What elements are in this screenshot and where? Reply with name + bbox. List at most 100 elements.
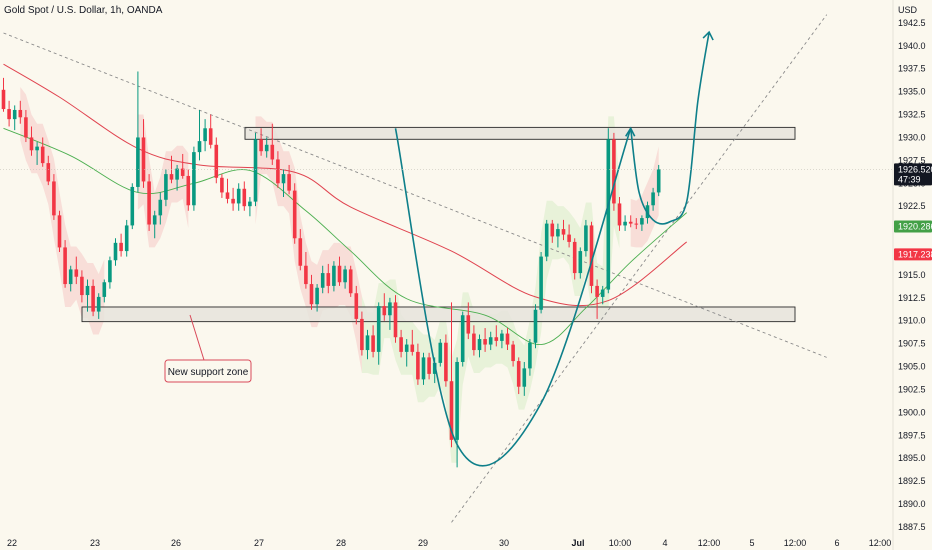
candle xyxy=(242,181,247,211)
candle-body xyxy=(147,181,151,225)
candle xyxy=(550,219,555,243)
candle-body xyxy=(438,342,443,363)
candle xyxy=(371,325,375,358)
candle-body xyxy=(264,144,269,152)
candle-body xyxy=(617,203,622,226)
candle xyxy=(516,357,521,395)
candle xyxy=(483,328,487,352)
candle xyxy=(57,210,62,253)
candle-body xyxy=(315,287,319,305)
time-tick-6: 30 xyxy=(499,538,509,548)
candle xyxy=(421,352,426,385)
price-tick-18: 1932.5 xyxy=(898,110,926,120)
candle-body xyxy=(567,234,571,242)
price-tick-11: 1915.0 xyxy=(898,270,926,280)
annotation-callout-box[interactable] xyxy=(164,359,252,383)
time-tick-8: 10:00 xyxy=(609,538,632,548)
candle xyxy=(136,71,140,193)
candle-body xyxy=(348,269,353,294)
price-tick-14: 1922.5 xyxy=(898,201,926,211)
candle xyxy=(208,114,213,149)
candle xyxy=(287,164,291,195)
candle-body xyxy=(623,221,627,226)
candle xyxy=(449,302,454,448)
candle-body xyxy=(225,192,230,199)
candle-body xyxy=(399,337,403,352)
candle-body xyxy=(124,225,129,252)
candle xyxy=(326,263,331,294)
candle xyxy=(488,331,493,351)
candle-body xyxy=(444,342,448,382)
candle xyxy=(556,223,560,248)
candle-body xyxy=(29,137,34,151)
candle-body xyxy=(466,315,471,334)
candle xyxy=(640,215,644,231)
price-tick-2: 1892.5 xyxy=(898,476,926,486)
candle-body xyxy=(332,265,336,286)
candle-body xyxy=(656,169,661,193)
candle xyxy=(584,219,588,257)
price-cloud-6 xyxy=(630,146,659,248)
candle-body xyxy=(494,337,499,341)
candle xyxy=(130,183,135,230)
price-tick-6: 1902.5 xyxy=(898,384,926,394)
candle-body xyxy=(500,333,504,341)
candle xyxy=(606,128,611,294)
handle-curve xyxy=(629,31,710,225)
candle xyxy=(203,119,207,152)
candle xyxy=(259,128,263,156)
candle xyxy=(410,329,415,356)
candle xyxy=(466,302,471,340)
candle-body xyxy=(477,339,482,351)
candle xyxy=(80,270,84,303)
candle xyxy=(354,285,359,325)
candle xyxy=(572,238,577,280)
price-label-0: 1926.520 xyxy=(898,164,932,174)
candle-body xyxy=(242,188,247,207)
candle-body xyxy=(343,269,347,283)
price-tick-8: 1907.5 xyxy=(898,339,926,349)
candle xyxy=(108,256,112,289)
candle-body xyxy=(281,174,286,184)
cup-curve xyxy=(394,128,632,467)
candle xyxy=(376,302,381,365)
time-tick-1: 23 xyxy=(90,538,100,548)
candle xyxy=(96,293,101,319)
candle xyxy=(388,297,392,330)
candle-body xyxy=(130,186,135,226)
candle-body xyxy=(91,285,95,312)
candle xyxy=(578,247,583,279)
price-label-bg-0 xyxy=(894,163,932,186)
candle-body xyxy=(595,285,599,297)
candle-body xyxy=(259,139,263,152)
candle-body xyxy=(455,361,459,440)
candle xyxy=(617,197,622,231)
candle-body xyxy=(141,137,146,182)
candle xyxy=(248,197,252,217)
candle xyxy=(628,215,633,228)
candle-body xyxy=(651,192,655,206)
currency-label: USD xyxy=(898,5,918,15)
candle-body xyxy=(276,159,280,184)
candle xyxy=(102,279,107,303)
candle-body xyxy=(152,215,157,225)
price-tick-19: 1935.0 xyxy=(898,87,926,97)
candle-body xyxy=(360,318,364,351)
candle-body xyxy=(410,344,415,352)
candle xyxy=(214,137,219,184)
candle xyxy=(147,174,151,231)
candle-body xyxy=(304,265,308,285)
time-tick-7: Jul xyxy=(571,538,584,548)
candle-body xyxy=(298,238,303,266)
time-axis[interactable]: 22 23 26 27 28 29 30 Jul 10:00 4 12:00 5 12:00 6 12:00 xyxy=(7,538,891,548)
candle xyxy=(544,219,549,262)
candle xyxy=(348,265,353,297)
candle xyxy=(595,279,599,319)
candle-body xyxy=(63,247,67,285)
candle-body xyxy=(326,273,331,286)
candle xyxy=(113,238,118,266)
target-arrowhead xyxy=(702,30,714,41)
candle xyxy=(460,311,465,367)
